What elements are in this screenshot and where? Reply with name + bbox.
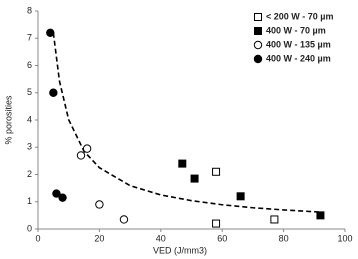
- marker: [253, 40, 263, 50]
- y-tick-label: 0: [27, 223, 32, 233]
- marker: [95, 200, 104, 209]
- marker: [52, 189, 61, 198]
- y-tick-label: 4: [27, 114, 32, 124]
- marker: [254, 27, 262, 35]
- marker: [212, 167, 221, 176]
- x-tick-label: 20: [94, 233, 104, 243]
- marker: [254, 13, 262, 21]
- y-tick-label: 7: [27, 33, 32, 43]
- x-tick-label: 60: [217, 233, 227, 243]
- marker: [253, 54, 263, 64]
- y-tick-label: 1: [27, 196, 32, 206]
- legend-label: 400 W - 135 µm: [266, 39, 331, 49]
- y-tick-label: 3: [27, 142, 32, 152]
- y-tick-label: 6: [27, 60, 32, 70]
- y-axis-label: % porosities: [3, 95, 13, 145]
- marker: [76, 151, 86, 160]
- marker: [82, 144, 92, 153]
- x-axis-label: VED (J/mm3): [153, 245, 207, 255]
- marker: [46, 28, 55, 37]
- x-tick-label: 0: [35, 233, 40, 243]
- marker: [58, 193, 67, 202]
- x-tick-label: 100: [337, 233, 352, 243]
- marker: [270, 215, 279, 224]
- marker: [190, 174, 199, 183]
- legend-label: 400 W - 240 µm: [266, 53, 331, 63]
- marker: [178, 159, 187, 168]
- trend-line: [52, 32, 321, 213]
- legend-label: 400 W - 70 µm: [266, 25, 326, 35]
- x-tick-label: 40: [156, 233, 166, 243]
- marker: [212, 219, 221, 228]
- marker: [119, 215, 129, 224]
- marker: [236, 192, 245, 201]
- y-tick-label: 2: [27, 169, 32, 179]
- x-tick-label: 80: [279, 233, 289, 243]
- marker: [316, 211, 325, 220]
- marker: [49, 88, 58, 97]
- y-tick-label: 8: [27, 5, 32, 15]
- legend-label: < 200 W - 70 µm: [266, 11, 333, 21]
- legend: < 200 W - 70 µm 400 W - 70 µm 400 W - 135 …: [253, 11, 333, 64]
- y-tick-label: 5: [27, 87, 32, 97]
